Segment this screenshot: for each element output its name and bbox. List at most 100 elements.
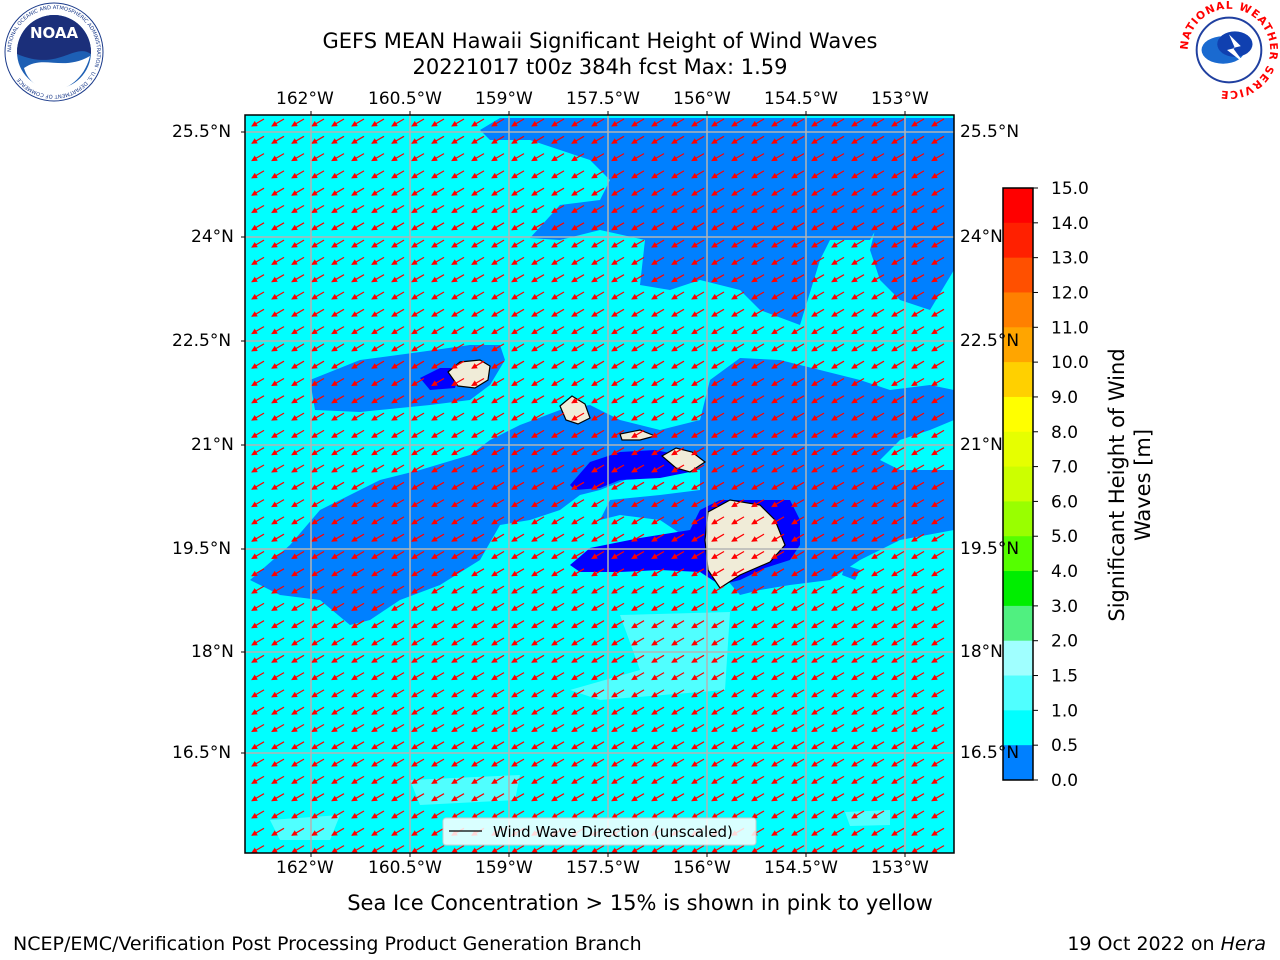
nws-logo: NATIONAL WEATHER SERVICE	[1180, 1, 1278, 99]
wave-direction-arrow	[511, 118, 525, 127]
wave-direction-arrow	[531, 308, 545, 317]
wave-direction-arrow	[351, 291, 365, 300]
wave-direction-arrow	[831, 153, 845, 162]
wave-direction-arrow	[351, 118, 365, 127]
lat-tick-left: 24°N	[191, 227, 234, 247]
wave-direction-arrow	[731, 360, 745, 369]
wave-direction-arrow	[251, 291, 265, 300]
colorbar-tick-label: 13.0	[1051, 249, 1089, 269]
wave-direction-arrow	[671, 222, 685, 231]
wave-direction-arrow	[331, 153, 345, 162]
wave-direction-arrow	[511, 464, 525, 473]
wave-direction-arrow	[371, 481, 385, 490]
wave-direction-arrow	[911, 187, 925, 196]
colorbar-tick-label: 3.0	[1051, 597, 1078, 617]
wave-direction-arrow	[651, 118, 665, 127]
wave-direction-arrow	[671, 360, 685, 369]
wave-direction-arrow	[631, 481, 645, 490]
wave-direction-arrow	[431, 481, 445, 490]
colorbar-tick-label: 1.0	[1051, 701, 1078, 721]
wave-direction-arrow	[911, 499, 925, 508]
wave-direction-arrow	[831, 291, 845, 300]
wave-direction-arrow	[571, 343, 585, 352]
wave-direction-arrow	[751, 481, 765, 490]
wave-direction-arrow	[731, 256, 745, 265]
wave-direction-arrow	[931, 222, 945, 231]
wave-direction-arrow	[711, 204, 725, 214]
wave-direction-arrow	[371, 204, 385, 214]
wave-direction-arrow	[471, 360, 485, 369]
colorbar-tick-label: 7.0	[1051, 458, 1078, 478]
wave-direction-arrow	[631, 360, 645, 369]
wave-direction-arrow	[611, 291, 625, 300]
wave-direction-arrow	[451, 135, 465, 144]
wave-direction-arrow	[431, 516, 445, 525]
wave-direction-arrow	[731, 395, 745, 404]
wave-direction-arrow	[771, 135, 785, 144]
footer-producer: NCEP/EMC/Verification Post Processing Pr…	[13, 933, 642, 955]
wave-direction-arrow	[851, 326, 865, 335]
wave-direction-arrow	[531, 326, 545, 335]
lat-tick-right: 18°N	[960, 642, 1003, 662]
wave-direction-arrow	[651, 429, 665, 438]
wave-direction-arrow	[531, 429, 545, 438]
wave-direction-arrow	[291, 239, 305, 248]
wave-direction-arrow	[811, 187, 825, 196]
colorbar-tick-label: 11.0	[1051, 318, 1089, 338]
wave-direction-arrow	[811, 516, 825, 525]
wave-direction-arrow	[431, 377, 445, 387]
wave-direction-arrow	[471, 256, 485, 265]
wave-direction-arrow	[351, 153, 365, 162]
wave-direction-arrow	[771, 239, 785, 248]
wave-direction-arrow	[291, 533, 305, 542]
wave-direction-arrow	[371, 118, 385, 127]
wave-direction-arrow	[551, 135, 565, 144]
wave-direction-arrow	[391, 326, 405, 335]
lon-tick-top: 159°W	[475, 89, 533, 109]
wave-direction-arrow	[651, 222, 665, 231]
wave-direction-arrow	[271, 274, 285, 283]
wave-direction-arrow	[491, 153, 505, 162]
wave-direction-arrow	[571, 360, 585, 369]
wave-direction-arrow	[291, 429, 305, 438]
wave-direction-arrow	[811, 239, 825, 248]
wave-direction-arrow	[911, 412, 925, 421]
wave-direction-arrow	[911, 429, 925, 438]
wave-direction-arrow	[331, 499, 345, 508]
wave-direction-arrow	[751, 308, 765, 317]
wave-direction-arrow	[851, 412, 865, 421]
wave-direction-arrow	[831, 170, 845, 179]
wave-direction-arrow	[431, 343, 445, 352]
wave-direction-arrow	[351, 395, 365, 404]
wave-direction-arrow	[271, 360, 285, 369]
wave-direction-arrow	[311, 118, 325, 127]
wave-direction-arrow	[831, 429, 845, 438]
wave-direction-arrow	[911, 170, 925, 179]
wave-direction-arrow	[471, 377, 485, 387]
wave-direction-arrow	[391, 464, 405, 473]
wave-direction-arrow	[531, 291, 545, 300]
wave-direction-arrow	[731, 464, 745, 473]
wave-direction-arrow	[291, 343, 305, 352]
wave-direction-arrow	[751, 118, 765, 127]
wave-direction-arrow	[491, 516, 505, 525]
wave-direction-arrow	[831, 204, 845, 214]
wave-direction-arrow	[291, 204, 305, 214]
wave-direction-arrow	[751, 499, 765, 508]
wave-direction-arrow	[571, 377, 585, 387]
wave-direction-arrow	[591, 308, 605, 317]
wave-direction-arrow	[791, 308, 805, 317]
wave-direction-arrow	[311, 377, 325, 387]
wave-direction-arrow	[351, 360, 365, 369]
wave-direction-arrow	[811, 343, 825, 352]
wave-direction-arrow	[931, 170, 945, 179]
colorbar-tick-label: 0.0	[1051, 771, 1078, 791]
wave-direction-arrow	[271, 239, 285, 248]
wave-direction-arrow	[611, 187, 625, 196]
wave-direction-arrow	[471, 499, 485, 508]
wave-direction-arrow	[931, 429, 945, 438]
wave-direction-arrow	[271, 187, 285, 196]
wave-direction-arrow	[531, 377, 545, 387]
wave-direction-arrow	[351, 326, 365, 335]
